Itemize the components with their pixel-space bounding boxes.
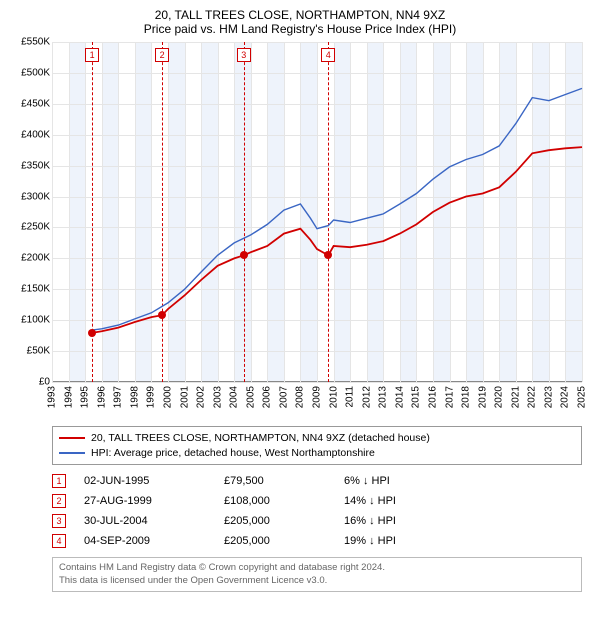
x-tick-label: 2006	[262, 386, 273, 408]
x-tick-label: 2023	[543, 386, 554, 408]
x-tick-label: 2022	[527, 386, 538, 408]
row-pct: 19% ↓ HPI	[344, 535, 444, 547]
x-tick-label: 2014	[394, 386, 405, 408]
x-tick-label: 2017	[444, 386, 455, 408]
y-tick-label: £400K	[21, 129, 50, 140]
x-tick-label: 2025	[577, 386, 588, 408]
x-tick-label: 2013	[378, 386, 389, 408]
footer-line2: This data is licensed under the Open Gov…	[59, 575, 575, 587]
x-tick-label: 1999	[146, 386, 157, 408]
row-index-box: 1	[52, 474, 66, 488]
x-tick-label: 1997	[113, 386, 124, 408]
x-tick-label: 2000	[162, 386, 173, 408]
table-row: 4 04-SEP-2009£205,00019% ↓ HPI	[52, 531, 582, 551]
x-tick-label: 2011	[345, 386, 356, 408]
row-price: £205,000	[224, 535, 344, 547]
x-tick-label: 2002	[196, 386, 207, 408]
x-tick-label: 2021	[510, 386, 521, 408]
row-pct: 16% ↓ HPI	[344, 515, 444, 527]
row-date: 30-JUL-2004	[84, 515, 224, 527]
table-row: 1 02-JUN-1995£79,5006% ↓ HPI	[52, 471, 582, 491]
row-date: 02-JUN-1995	[84, 475, 224, 487]
x-tick-label: 2010	[328, 386, 339, 408]
row-pct: 6% ↓ HPI	[344, 475, 444, 487]
line-svg	[52, 42, 582, 382]
x-tick-label: 1996	[96, 386, 107, 408]
y-tick-label: £150K	[21, 284, 50, 295]
x-tick-label: 2020	[494, 386, 505, 408]
x-tick-label: 2001	[179, 386, 190, 408]
y-tick-label: £200K	[21, 253, 50, 264]
row-date: 04-SEP-2009	[84, 535, 224, 547]
table-row: 3 30-JUL-2004£205,00016% ↓ HPI	[52, 511, 582, 531]
plot-area: 1 2 3 4	[52, 42, 582, 382]
y-tick-label: £550K	[21, 37, 50, 48]
x-tick-label: 2018	[461, 386, 472, 408]
row-index-box: 3	[52, 514, 66, 528]
x-tick-label: 2015	[411, 386, 422, 408]
gridline-v	[582, 42, 583, 382]
x-tick-label: 1998	[129, 386, 140, 408]
event-marker-box: 4	[321, 48, 335, 62]
x-tick-label: 2005	[245, 386, 256, 408]
x-tick-label: 2003	[212, 386, 223, 408]
row-price: £79,500	[224, 475, 344, 487]
x-tick-label: 2012	[361, 386, 372, 408]
y-tick-label: £250K	[21, 222, 50, 233]
event-marker-box: 2	[155, 48, 169, 62]
x-tick-label: 2019	[477, 386, 488, 408]
y-tick-label: £450K	[21, 98, 50, 109]
footer-note: Contains HM Land Registry data © Crown c…	[52, 557, 582, 592]
sale-marker	[240, 251, 248, 259]
x-tick-label: 2008	[295, 386, 306, 408]
y-tick-label: £50K	[27, 346, 50, 357]
legend-row: HPI: Average price, detached house, West…	[59, 446, 575, 461]
row-pct: 14% ↓ HPI	[344, 495, 444, 507]
chart-subtitle: Price paid vs. HM Land Registry's House …	[10, 22, 590, 36]
legend-label: HPI: Average price, detached house, West…	[91, 446, 375, 461]
chart-container: 20, TALL TREES CLOSE, NORTHAMPTON, NN4 9…	[0, 0, 600, 620]
y-tick-label: £500K	[21, 67, 50, 78]
legend-swatch	[59, 437, 85, 439]
sale-marker	[324, 251, 332, 259]
legend-row: 20, TALL TREES CLOSE, NORTHAMPTON, NN4 9…	[59, 431, 575, 446]
event-marker-box: 1	[85, 48, 99, 62]
event-marker-box: 3	[237, 48, 251, 62]
sale-marker	[88, 329, 96, 337]
x-tick-label: 2016	[427, 386, 438, 408]
row-price: £205,000	[224, 515, 344, 527]
x-tick-label: 2009	[312, 386, 323, 408]
transactions-table: 102-JUN-1995£79,5006% ↓ HPI227-AUG-1999£…	[52, 471, 582, 551]
y-tick-label: £300K	[21, 191, 50, 202]
footer-line1: Contains HM Land Registry data © Crown c…	[59, 562, 575, 574]
series-hpi	[92, 88, 582, 330]
row-price: £108,000	[224, 495, 344, 507]
x-tick-label: 1995	[80, 386, 91, 408]
legend-swatch	[59, 452, 85, 454]
legend: 20, TALL TREES CLOSE, NORTHAMPTON, NN4 9…	[52, 426, 582, 465]
x-tick-label: 2004	[229, 386, 240, 408]
x-axis: 1993199419951996199719981999200020012002…	[52, 382, 582, 422]
x-tick-label: 2007	[278, 386, 289, 408]
row-date: 27-AUG-1999	[84, 495, 224, 507]
sale-marker	[158, 311, 166, 319]
y-tick-label: £350K	[21, 160, 50, 171]
chart-area: £0£50K£100K£150K£200K£250K£300K£350K£400…	[10, 42, 590, 422]
y-tick-label: £100K	[21, 315, 50, 326]
table-row: 2 27-AUG-1999£108,00014% ↓ HPI	[52, 491, 582, 511]
legend-label: 20, TALL TREES CLOSE, NORTHAMPTON, NN4 9…	[91, 431, 430, 446]
row-index-box: 4	[52, 534, 66, 548]
x-tick-label: 1993	[47, 386, 58, 408]
x-tick-label: 1994	[63, 386, 74, 408]
chart-title: 20, TALL TREES CLOSE, NORTHAMPTON, NN4 9…	[10, 8, 590, 22]
row-index-box: 2	[52, 494, 66, 508]
x-tick-label: 2024	[560, 386, 571, 408]
y-axis: £0£50K£100K£150K£200K£250K£300K£350K£400…	[10, 42, 52, 382]
